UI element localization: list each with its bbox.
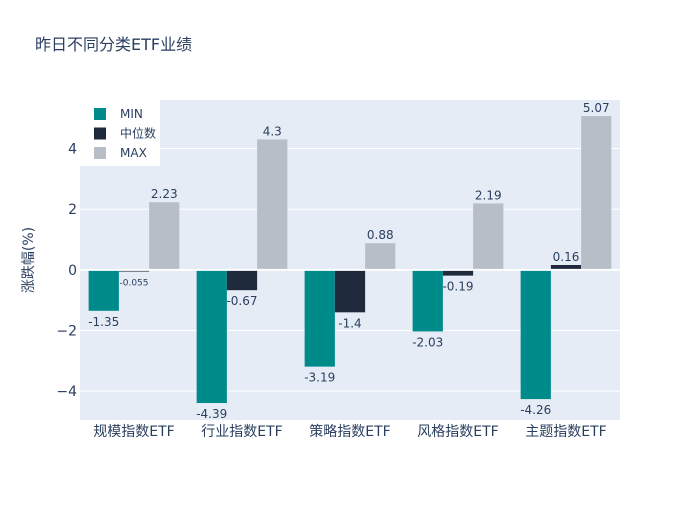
y-tick-label: 4	[68, 142, 77, 158]
x-tick-label: 主题指数ETF	[525, 424, 606, 440]
data-labels: -1.35 -0.055 2.23 -4.39 -0.67 4.3 -3.19 -1.4 0.8…	[88, 101, 609, 421]
y-axis-ticks: −4 −2 0 2 4	[56, 142, 77, 401]
bar	[365, 243, 396, 270]
data-label: 0.88	[367, 228, 394, 242]
y-tick-label: −2	[56, 324, 77, 340]
bar	[149, 202, 180, 270]
chart-title: 昨日不同分类ETF业绩	[35, 35, 192, 54]
legend-label[interactable]: MIN	[120, 107, 143, 121]
y-tick-label: −4	[56, 384, 77, 400]
data-label: 0.16	[553, 250, 580, 264]
bar	[196, 269, 227, 404]
bar	[334, 269, 366, 313]
data-label: 2.19	[475, 188, 502, 202]
data-label: -4.39	[196, 407, 227, 421]
x-tick-label: 风格指数ETF	[417, 424, 498, 440]
data-label: -0.055	[119, 279, 148, 289]
y-axis-title: 涨跌幅(%)	[21, 227, 37, 293]
data-label: -4.26	[520, 403, 551, 417]
data-label: -1.35	[88, 315, 119, 329]
bars	[88, 116, 612, 404]
data-label: -0.67	[226, 294, 257, 308]
bar	[304, 269, 335, 367]
legend-swatch[interactable]	[94, 108, 106, 120]
bar	[226, 269, 258, 291]
bar	[442, 269, 474, 276]
bar	[550, 265, 582, 270]
y-tick-label: 0	[68, 263, 77, 279]
x-tick-label: 策略指数ETF	[309, 423, 390, 440]
legend-background	[80, 100, 160, 166]
data-label: -3.19	[304, 371, 335, 385]
x-tick-label: 行业指数ETF	[201, 424, 282, 440]
bar	[88, 269, 119, 311]
bar	[473, 203, 504, 270]
legend[interactable]: MIN 中位数 MAX	[80, 100, 160, 166]
legend-swatch[interactable]	[94, 127, 106, 140]
data-label: 5.07	[583, 101, 610, 115]
bar	[412, 269, 443, 332]
data-label: 4.3	[263, 124, 282, 138]
x-axis-ticks: 规模指数ETF 行业指数ETF 策略指数ETF 风格指数ETF 主题指数ETF	[93, 423, 606, 440]
bar	[581, 116, 612, 270]
bar	[257, 139, 288, 270]
data-label: -1.4	[338, 316, 361, 330]
data-label: -0.19	[442, 280, 473, 294]
data-label: 2.23	[151, 187, 178, 201]
legend-swatch[interactable]	[94, 147, 106, 159]
data-label: -2.03	[412, 335, 443, 349]
y-tick-label: 2	[68, 202, 77, 218]
legend-label[interactable]: MAX	[120, 146, 147, 160]
x-tick-label: 规模指数ETF	[93, 424, 174, 440]
bar	[520, 269, 551, 400]
legend-label[interactable]: 中位数	[120, 126, 156, 141]
